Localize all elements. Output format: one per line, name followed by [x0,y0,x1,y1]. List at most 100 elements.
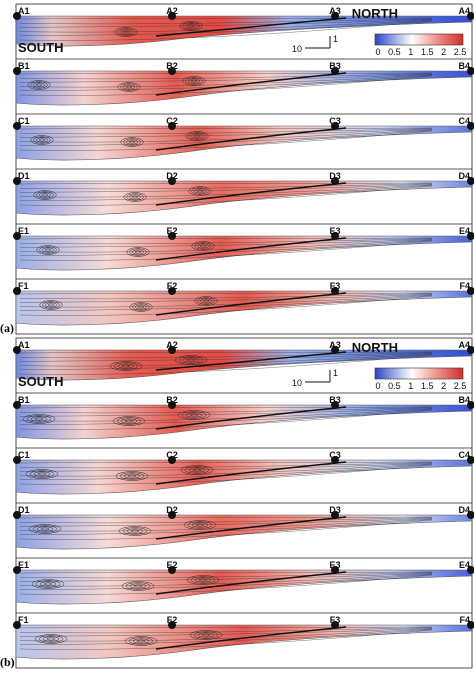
streamline [19,20,433,41]
station-marker [331,621,339,629]
eddy [114,27,138,37]
eddy [195,523,205,527]
eddy [118,526,152,536]
panel-tag: (a) [0,321,14,335]
eddy [185,23,197,29]
strip-c: C1 C2 C3 C4 [13,113,474,161]
station-label: C2 [166,450,178,460]
streamline [19,75,433,92]
eddy [37,472,47,476]
station-marker [13,401,21,409]
eddy [33,190,57,200]
station-marker [168,511,176,519]
station-label: E4 [459,226,470,236]
scale-vertical-label: 1 [333,368,338,378]
eddy [123,84,135,90]
streamline [19,130,433,151]
eddy [124,636,158,646]
station-label: B3 [329,61,341,71]
eddy [115,471,149,481]
eddy [188,467,206,473]
station-label: B1 [18,395,30,405]
eddy [183,520,217,530]
streamline [19,19,433,33]
eddy [112,416,146,426]
eddy [199,244,207,248]
colorbar-tick: 2.5 [454,47,467,57]
eddy [39,192,51,198]
station-marker [13,456,21,464]
eddy [30,135,54,145]
eddy [201,633,211,637]
station-label: C4 [458,450,470,460]
station-marker [467,621,474,629]
streamline [19,464,433,485]
station-marker [13,232,21,240]
streamline [19,517,433,524]
station-label: C1 [18,450,30,460]
eddy [34,417,44,421]
station-label: F3 [330,615,341,625]
eddy [119,472,145,480]
station-label: E3 [329,226,340,236]
eddy [117,363,135,369]
strip-e: E1 E2 E3 E4 [13,223,474,271]
eddy [109,361,143,371]
streamline [19,629,433,646]
streamline [19,464,433,481]
eddy [116,417,142,425]
eddy [35,83,43,87]
shear-line [155,626,347,650]
eddy [33,471,51,477]
station-label: F4 [459,281,470,291]
station-label: B4 [458,395,470,405]
station-label: A2 [166,340,178,350]
eddy [129,194,141,200]
station-marker [331,456,339,464]
shear-line [155,406,347,430]
station-label: A3 [329,340,341,350]
streamline [19,128,433,135]
shear-line [155,292,347,316]
streamline [19,185,433,206]
streamline [19,185,433,202]
streamline [19,354,433,375]
scale-horizontal-label: 10 [292,378,302,388]
eddy [126,247,150,257]
streamline [19,629,433,650]
eddy [36,191,54,199]
station-marker [13,67,21,75]
station-label: A3 [329,6,341,16]
streamline [19,627,433,637]
scale-horizontal-label: 10 [292,44,302,54]
eddy [187,24,195,28]
eddy [117,28,135,36]
velocity-field [15,290,473,326]
eddy [129,583,147,589]
north-label: NORTH [352,6,398,21]
colorbar-tick: 2 [441,381,446,391]
eddy [133,584,143,588]
station-label: A1 [18,6,30,16]
station-label: B3 [329,395,341,405]
streamline [19,74,433,88]
station-label: D2 [166,505,178,515]
station-label: A4 [458,6,470,16]
streamline [19,406,433,409]
eddy [187,521,213,529]
station-label: D4 [458,171,470,181]
station-label: C3 [329,116,341,126]
eddy [197,632,215,638]
eddy [38,138,46,142]
streamline [19,238,433,245]
eddy [126,528,144,534]
colorbar-tick: 0.5 [388,381,401,391]
streamline [19,182,433,185]
eddy [193,134,201,138]
station-marker [13,621,21,629]
eddy [39,246,57,254]
streamline [19,130,433,147]
strip-b: B1 B2 B3 B4 [13,58,474,106]
station-marker [168,232,176,240]
eddy [189,630,223,640]
